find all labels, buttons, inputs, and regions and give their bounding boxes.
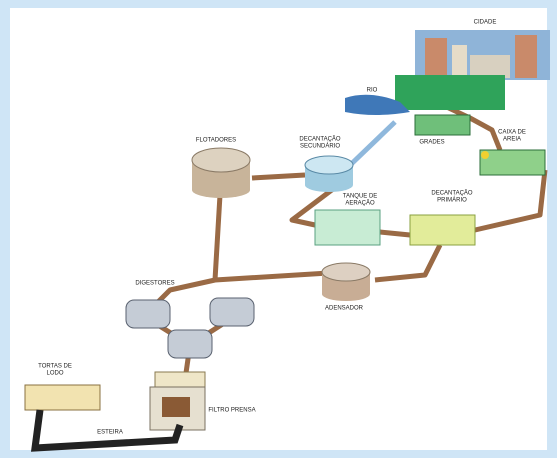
node-label: CAIXA DE xyxy=(498,130,526,136)
sand-box xyxy=(480,150,545,175)
node-label: DECANTAÇÃO xyxy=(299,136,341,143)
node-label: TORTAS DE xyxy=(38,364,72,370)
thickener xyxy=(322,263,370,301)
diagram: CIDADE RIO GRADES CAIXA DEAREIA FLOTADORES DE… xyxy=(0,0,557,458)
secondary-clarifier xyxy=(305,156,353,192)
node-label: ADENSADOR xyxy=(325,306,364,312)
aeration-tank xyxy=(315,210,380,245)
node-label: CIDADE xyxy=(474,20,497,26)
node-label: FLOTADORES xyxy=(196,138,236,144)
node-label: TANQUE DE xyxy=(343,194,378,200)
node-label: FILTRO PRENSA xyxy=(208,408,255,414)
filter-press xyxy=(150,372,205,430)
node-label: AREIA xyxy=(503,137,521,143)
pipe xyxy=(252,175,305,178)
node-label: SECUNDÁRIO xyxy=(300,143,340,150)
node-label: LODO xyxy=(46,371,63,377)
node-label: PRIMÁRIO xyxy=(437,197,467,204)
grades xyxy=(415,115,470,135)
pipe xyxy=(380,232,410,235)
sludge-cake xyxy=(25,385,100,410)
primary-clarifier xyxy=(410,215,475,245)
valve xyxy=(481,151,489,159)
node-label: DECANTAÇÃO xyxy=(431,190,473,197)
flotation-tank xyxy=(192,148,250,198)
node-label: AERAÇÃO xyxy=(345,200,375,207)
node-label: ESTEIRA xyxy=(97,430,123,436)
node-label: GRADES xyxy=(419,140,444,146)
node-label: DIGESTORES xyxy=(135,281,174,287)
node-label: RIO xyxy=(367,88,378,94)
